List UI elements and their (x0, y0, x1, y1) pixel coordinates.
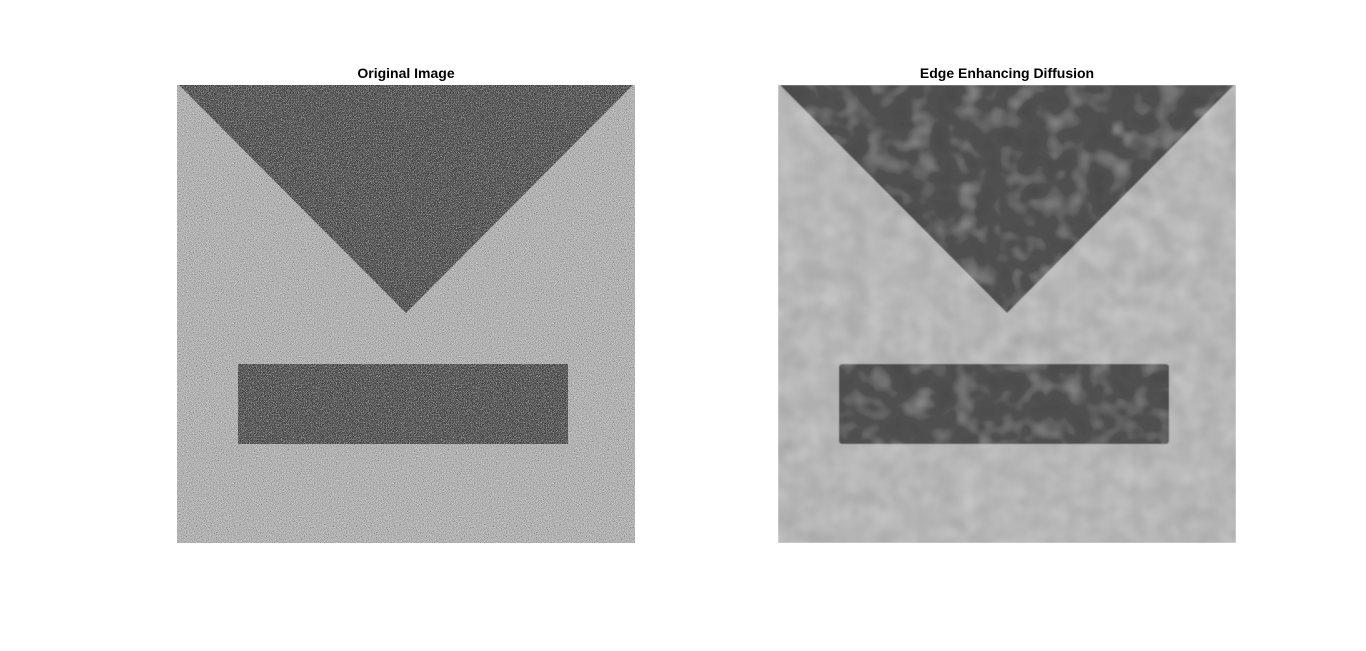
diffusion-image-title: Edge Enhancing Diffusion (919, 65, 1095, 81)
original-image (177, 85, 635, 543)
diffusion-image (778, 85, 1236, 543)
diffusion-rectangle (839, 364, 1169, 444)
original-rectangle (238, 364, 568, 444)
original-image-panel: Original Image (177, 62, 635, 543)
original-image-title: Original Image (357, 65, 455, 81)
diffusion-image-panel: Edge Enhancing Diffusion (778, 62, 1236, 543)
diffusion-triangle (780, 85, 1234, 313)
original-triangle (179, 85, 633, 313)
